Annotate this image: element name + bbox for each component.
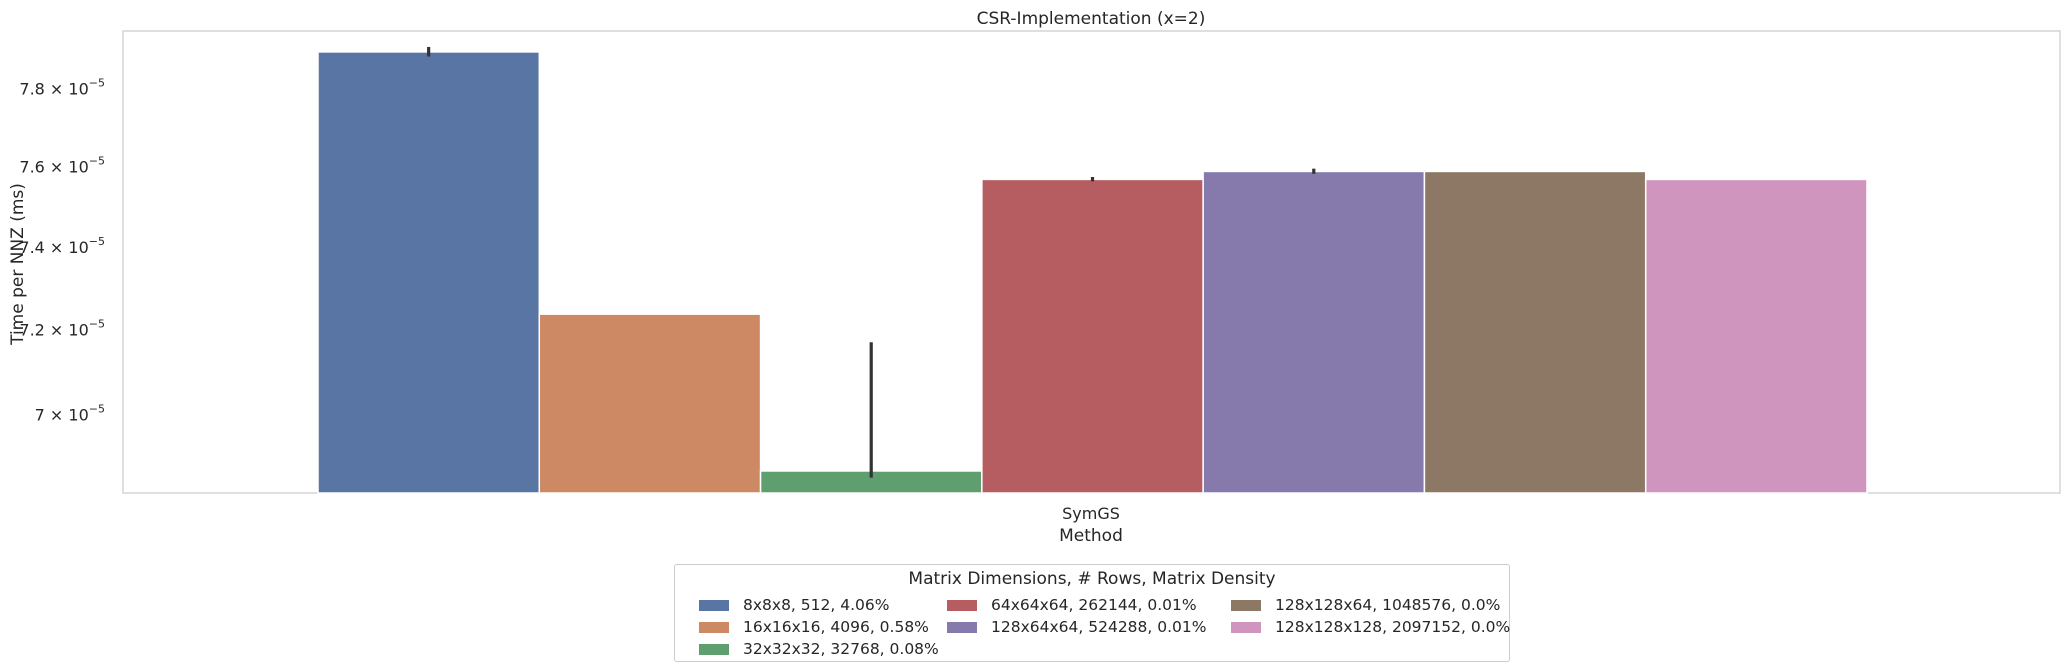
y-tick-label: 7 × 10−5 — [35, 402, 105, 424]
legend-item: 32x32x32, 32768, 0.08% — [699, 639, 939, 659]
chart-title: CSR-Implementation (x=2) — [977, 9, 1206, 29]
y-tick-exponent: −5 — [89, 318, 105, 331]
legend-label: 16x16x16, 4096, 0.58% — [743, 618, 929, 636]
legend-swatch — [699, 621, 729, 633]
y-tick-label: 7.8 × 10−5 — [19, 76, 105, 98]
legend-label: 128x128x64, 1048576, 0.0% — [1275, 596, 1501, 614]
legend-label: 64x64x64, 262144, 0.01% — [991, 596, 1197, 614]
error-bars-group — [427, 46, 1316, 478]
y-tick-exponent: −5 — [89, 155, 105, 168]
y-tick-label: 7.2 × 10−5 — [19, 318, 105, 340]
y-tick-label: 7.6 × 10−5 — [19, 155, 105, 177]
legend-item: 8x8x8, 512, 4.06% — [699, 595, 939, 615]
legend-label: 8x8x8, 512, 4.06% — [743, 596, 890, 614]
bar — [981, 178, 1204, 494]
legend-swatch — [1231, 599, 1261, 611]
legend-swatch — [947, 599, 977, 611]
legend-item: 64x64x64, 262144, 0.01% — [947, 595, 1207, 615]
legend: Matrix Dimensions, # Rows, Matrix Densit… — [674, 564, 1510, 662]
bars-group — [317, 51, 1868, 494]
legend-swatch — [1231, 621, 1261, 633]
legend-column-1: 8x8x8, 512, 4.06% 16x16x16, 4096, 0.58% … — [699, 595, 939, 661]
bar — [1423, 170, 1647, 494]
legend-swatch — [947, 621, 977, 633]
legend-label: 32x32x32, 32768, 0.08% — [743, 640, 939, 658]
bar — [538, 313, 762, 494]
bar — [1644, 178, 1868, 494]
legend-column-2: 64x64x64, 262144, 0.01% 128x64x64, 52428… — [947, 595, 1207, 639]
legend-swatch — [699, 599, 729, 611]
legend-item: 128x128x128, 2097152, 0.0% — [1231, 617, 1510, 637]
legend-column-3: 128x128x64, 1048576, 0.0% 128x128x128, 2… — [1231, 595, 1510, 639]
y-tick-exponent: −5 — [89, 76, 105, 89]
x-tick-label: SymGS — [1062, 504, 1120, 523]
legend-item: 16x16x16, 4096, 0.58% — [699, 617, 939, 637]
y-tick-label: 7.4 × 10−5 — [19, 235, 105, 257]
x-axis-label: Method — [1059, 526, 1123, 546]
legend-label: 128x64x64, 524288, 0.01% — [991, 618, 1207, 636]
legend-item: 128x128x64, 1048576, 0.0% — [1231, 595, 1510, 615]
y-tick-exponent: −5 — [89, 235, 105, 248]
bar — [317, 51, 541, 494]
bar — [1202, 170, 1426, 494]
legend-title: Matrix Dimensions, # Rows, Matrix Densit… — [908, 569, 1276, 589]
y-ticks-group: 7 × 10−5 7.2 × 10−5 7.4 × 10−5 7.6 × 10−5 7.… — [19, 76, 105, 424]
y-axis-label: Time per NNZ (ms) — [8, 183, 28, 346]
legend-item: 128x64x64, 524288, 0.01% — [947, 617, 1207, 637]
y-tick-exponent: −5 — [89, 402, 105, 415]
legend-swatch — [699, 643, 729, 655]
legend-label: 128x128x128, 2097152, 0.0% — [1275, 618, 1511, 636]
